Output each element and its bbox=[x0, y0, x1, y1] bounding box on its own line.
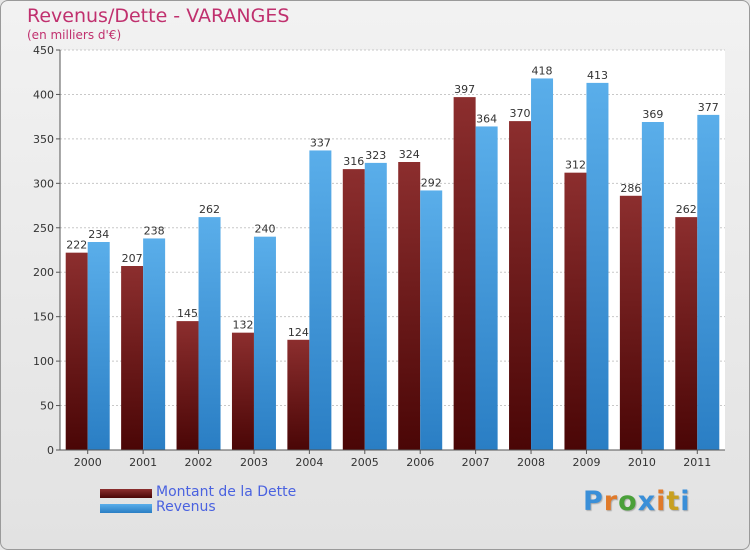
x-tick-label-2009: 2009 bbox=[572, 456, 600, 469]
data-label-montant-de-la-dette-2001: 207 bbox=[122, 252, 143, 265]
data-label-montant-de-la-dette-2007: 397 bbox=[454, 83, 475, 96]
y-tick-label: 150 bbox=[33, 311, 54, 324]
data-label-revenus-2002: 262 bbox=[199, 203, 220, 216]
data-label-revenus-2004: 337 bbox=[310, 136, 331, 149]
x-tick-label-2010: 2010 bbox=[628, 456, 656, 469]
data-label-montant-de-la-dette-2002: 145 bbox=[177, 307, 198, 320]
bar-revenus-2001 bbox=[143, 238, 166, 450]
legend-label-revenus: Revenus bbox=[156, 499, 216, 515]
y-tick-label: 250 bbox=[33, 222, 54, 235]
x-tick-label-2000: 2000 bbox=[74, 456, 102, 469]
data-label-revenus-2009: 413 bbox=[587, 69, 608, 82]
logo-letter: t bbox=[666, 486, 681, 517]
bar-revenus-2006 bbox=[420, 190, 443, 450]
y-tick-label: 0 bbox=[47, 444, 54, 457]
y-tick-label: 50 bbox=[40, 400, 54, 413]
x-tick-label-2008: 2008 bbox=[517, 456, 545, 469]
bar-montant-de-la-dette-2007 bbox=[453, 97, 476, 450]
x-tick-label-2011: 2011 bbox=[683, 456, 711, 469]
x-tick-label-2002: 2002 bbox=[185, 456, 213, 469]
bar-revenus-2000 bbox=[87, 242, 110, 450]
bar-montant-de-la-dette-2006 bbox=[398, 162, 421, 450]
bar-revenus-2010 bbox=[641, 122, 664, 450]
logo-letter: r bbox=[603, 486, 619, 517]
chart-subtitle: (en milliers d'€) bbox=[27, 28, 122, 42]
logo-letter: i bbox=[656, 486, 667, 517]
data-label-montant-de-la-dette-2008: 370 bbox=[510, 107, 531, 120]
legend-label-debt: Montant de la Dette bbox=[156, 484, 297, 500]
x-tick-label-2006: 2006 bbox=[406, 456, 434, 469]
y-tick-label: 350 bbox=[33, 133, 54, 146]
logo-letter: P bbox=[583, 486, 604, 517]
x-tick-label-2003: 2003 bbox=[240, 456, 268, 469]
bar-montant-de-la-dette-2003 bbox=[231, 332, 254, 450]
logo-letter: o bbox=[618, 486, 638, 517]
data-label-revenus-2010: 369 bbox=[642, 108, 663, 121]
logo-letter: x bbox=[637, 486, 657, 517]
y-tick-label: 200 bbox=[33, 266, 54, 279]
proxiti-logo: Proxiti bbox=[583, 486, 691, 517]
data-label-montant-de-la-dette-2003: 132 bbox=[232, 319, 253, 332]
bar-montant-de-la-dette-2011 bbox=[675, 217, 698, 450]
data-label-montant-de-la-dette-2005: 316 bbox=[343, 155, 364, 168]
data-label-montant-de-la-dette-2009: 312 bbox=[565, 159, 586, 172]
chart-title: Revenus/Dette - VARANGES bbox=[27, 5, 290, 27]
x-tick-label-2004: 2004 bbox=[295, 456, 323, 469]
data-label-revenus-2005: 323 bbox=[365, 149, 386, 162]
bar-revenus-2009 bbox=[586, 82, 609, 450]
bar-revenus-2003 bbox=[253, 236, 276, 450]
data-label-montant-de-la-dette-2006: 324 bbox=[399, 148, 420, 161]
logo-letter: i bbox=[680, 486, 691, 517]
bar-montant-de-la-dette-2008 bbox=[509, 121, 532, 450]
bar-montant-de-la-dette-2005 bbox=[342, 169, 365, 450]
data-label-revenus-2003: 240 bbox=[254, 223, 275, 236]
y-tick-label: 100 bbox=[33, 355, 54, 368]
data-label-montant-de-la-dette-2000: 222 bbox=[66, 239, 87, 252]
data-label-montant-de-la-dette-2011: 262 bbox=[676, 203, 697, 216]
y-tick-label: 400 bbox=[33, 88, 54, 101]
bar-revenus-2008 bbox=[531, 78, 554, 450]
x-tick-label-2007: 2007 bbox=[462, 456, 490, 469]
plot-area bbox=[60, 50, 725, 450]
x-tick-label-2001: 2001 bbox=[129, 456, 157, 469]
data-label-montant-de-la-dette-2010: 286 bbox=[620, 182, 641, 195]
legend-swatch-debt bbox=[100, 489, 152, 498]
bar-montant-de-la-dette-2002 bbox=[176, 321, 199, 450]
data-label-revenus-2001: 238 bbox=[144, 224, 165, 237]
y-tick-label: 300 bbox=[33, 177, 54, 190]
bar-montant-de-la-dette-2000 bbox=[65, 252, 88, 450]
bar-revenus-2005 bbox=[364, 162, 387, 450]
x-tick-label-2005: 2005 bbox=[351, 456, 379, 469]
bar-montant-de-la-dette-2004 bbox=[287, 339, 310, 450]
bar-revenus-2011 bbox=[697, 114, 720, 450]
data-label-revenus-2000: 234 bbox=[88, 228, 109, 241]
bar-montant-de-la-dette-2009 bbox=[564, 172, 587, 450]
bar-revenus-2002 bbox=[198, 217, 221, 450]
data-label-revenus-2006: 292 bbox=[421, 176, 442, 189]
bar-revenus-2007 bbox=[475, 126, 498, 450]
data-label-montant-de-la-dette-2004: 124 bbox=[288, 326, 309, 339]
legend-swatch-revenus bbox=[100, 504, 152, 513]
bar-revenus-2004 bbox=[309, 150, 332, 450]
bar-montant-de-la-dette-2010 bbox=[619, 195, 642, 450]
bar-montant-de-la-dette-2001 bbox=[121, 266, 144, 450]
y-tick-label: 450 bbox=[33, 44, 54, 57]
data-label-revenus-2008: 418 bbox=[532, 64, 553, 77]
data-label-revenus-2011: 377 bbox=[698, 101, 719, 114]
data-label-revenus-2007: 364 bbox=[476, 112, 497, 125]
